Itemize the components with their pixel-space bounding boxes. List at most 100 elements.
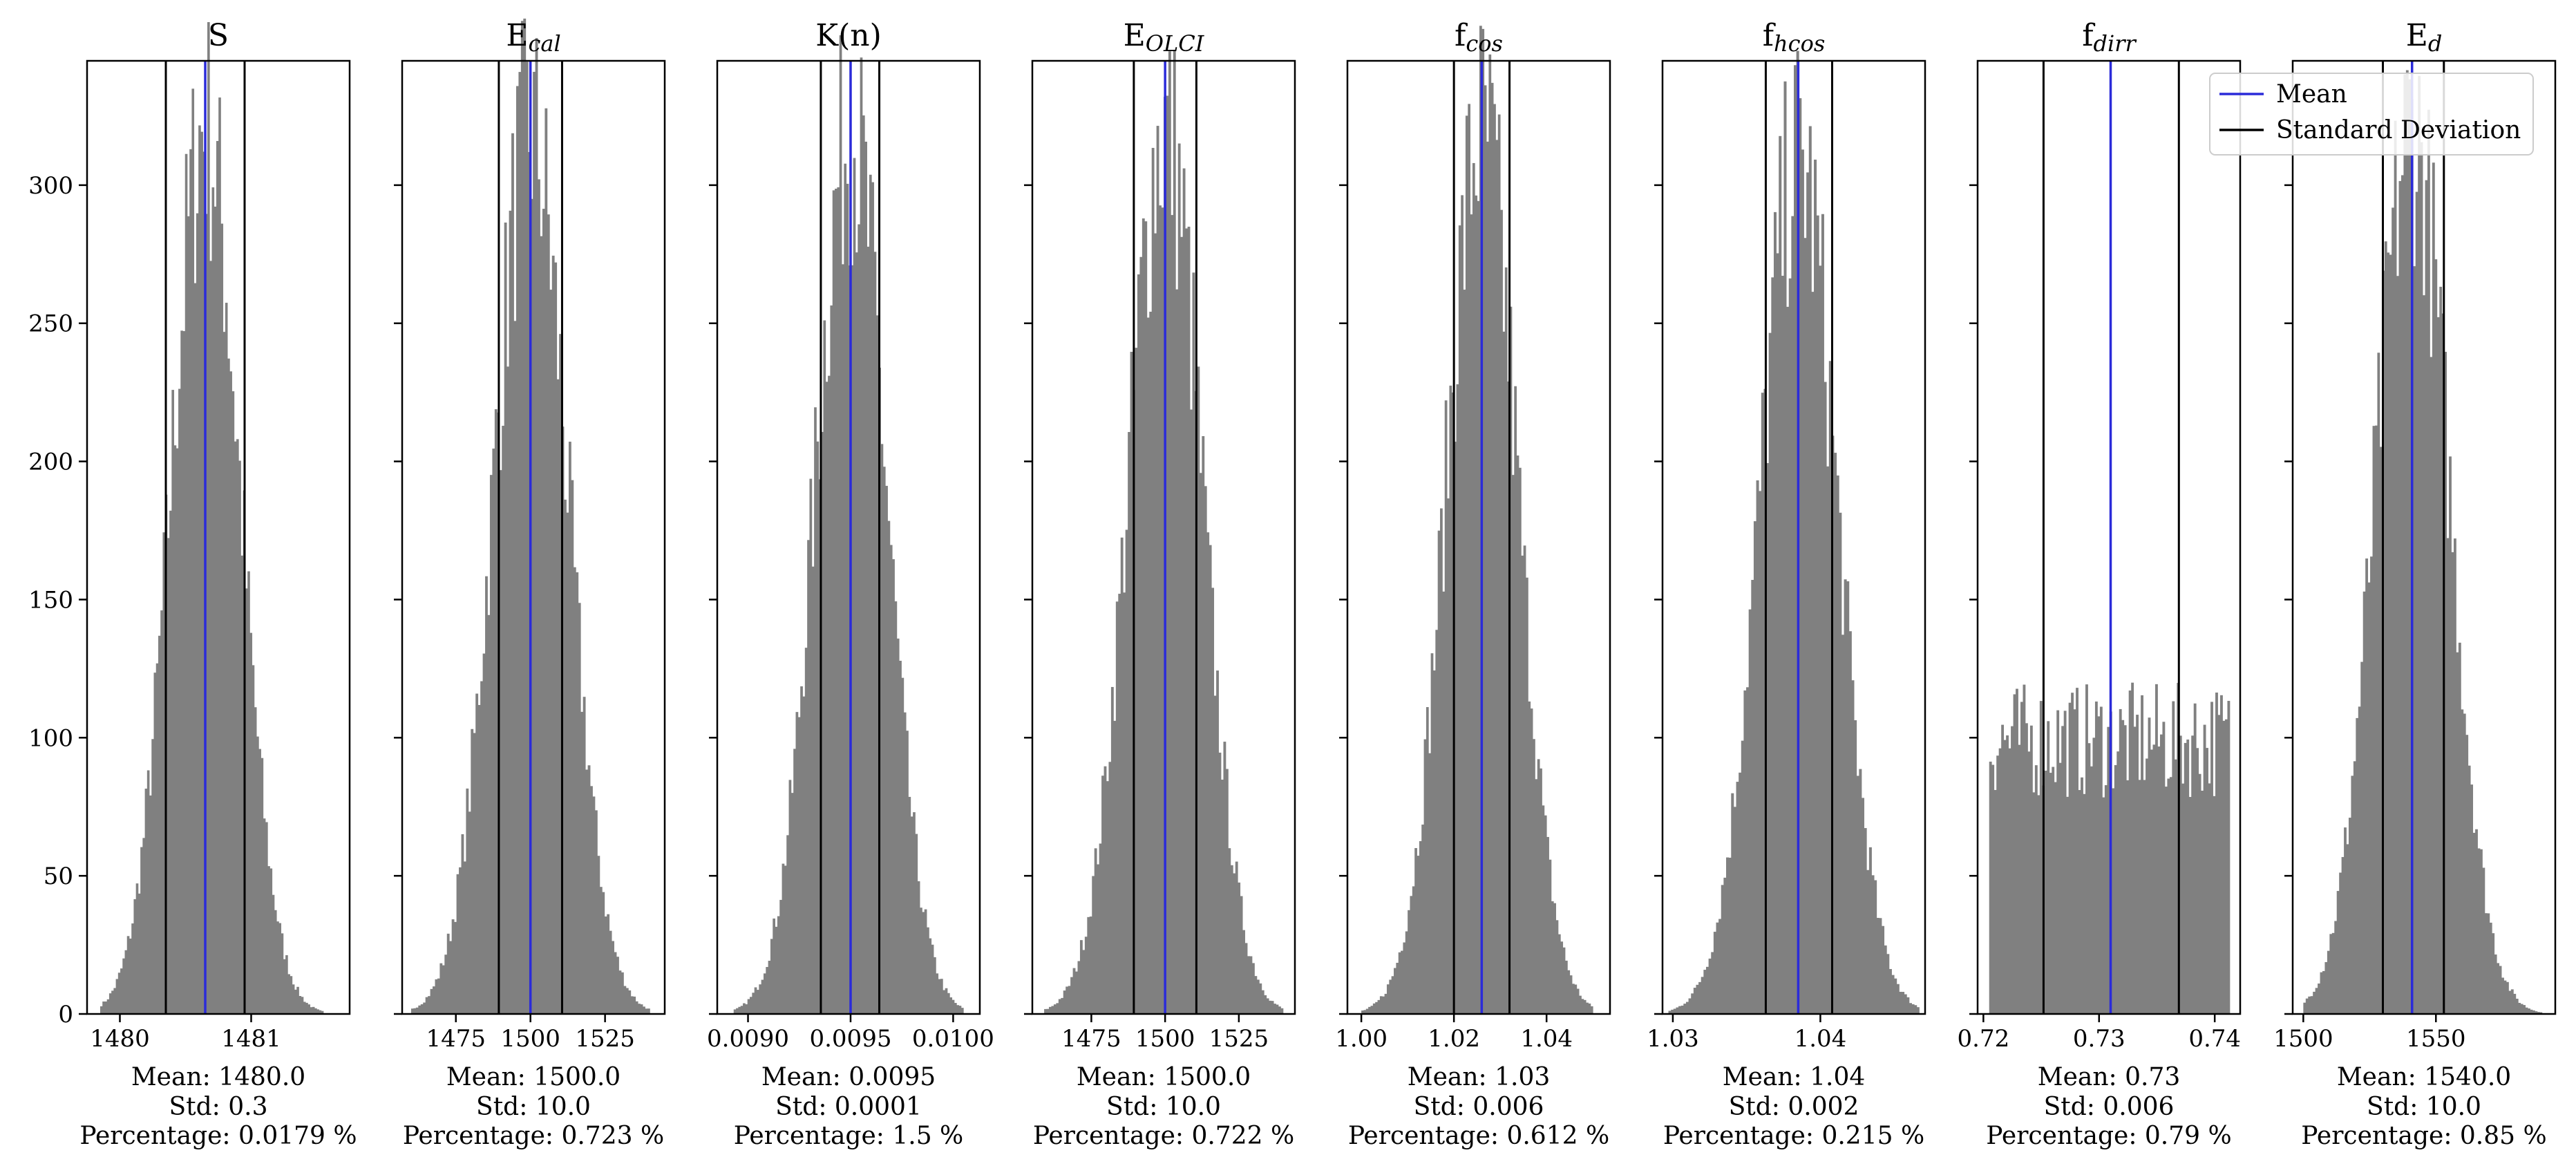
histogram-bar	[2394, 120, 2397, 1014]
histogram-bar	[1398, 952, 1401, 1014]
y-tick-label: 150	[28, 586, 73, 614]
histogram-bar	[602, 892, 605, 1014]
histogram-bar	[155, 663, 159, 1014]
histogram-bar	[1403, 942, 1406, 1014]
stat-std: Std: 10.0	[2367, 1093, 2481, 1121]
histogram-bar	[290, 976, 293, 1014]
histogram-bar	[542, 209, 545, 1015]
histogram-bar	[1846, 581, 1850, 1014]
stat-std: Std: 0.002	[1729, 1093, 1859, 1121]
histogram-bar	[1866, 870, 1870, 1014]
histogram-bar	[2365, 558, 2369, 1014]
histogram-bar	[191, 88, 195, 1014]
histogram-bar	[520, 21, 524, 1015]
histogram-bar	[1673, 1008, 1676, 1014]
histogram-bar	[2085, 684, 2088, 1014]
histogram-bar	[1238, 882, 1241, 1014]
histogram-bar	[587, 765, 591, 1014]
histogram-bar	[917, 881, 920, 1014]
histogram-bar	[1465, 115, 1468, 1015]
histogram-bar	[2029, 725, 2033, 1014]
histogram-bar	[1676, 1007, 1679, 1014]
stat-mean: Mean: 1500.0	[1077, 1063, 1251, 1091]
histogram-bar	[2362, 591, 2366, 1014]
histogram-bar	[1461, 195, 1464, 1014]
histogram-bar	[842, 264, 844, 1014]
histogram-bar	[446, 933, 450, 1014]
histogram-bar	[1458, 225, 1461, 1015]
histogram-bar	[1463, 290, 1466, 1014]
stat-std: Std: 10.0	[476, 1093, 591, 1121]
histogram-bar	[1768, 332, 1772, 1015]
histogram-bar	[1537, 759, 1540, 1014]
histogram-bar	[733, 1009, 737, 1014]
histogram-bar	[2025, 723, 2028, 1014]
histogram-bar	[513, 321, 517, 1014]
histogram-bar	[1280, 1008, 1284, 1014]
histogram-bar	[2506, 981, 2509, 1014]
histogram-bar	[1731, 793, 1734, 1014]
y-tick-label: 100	[28, 724, 73, 752]
stat-std: Std: 10.0	[1106, 1093, 1221, 1121]
histogram-bar	[2159, 734, 2163, 1014]
histogram-bar	[1786, 306, 1790, 1014]
histogram-bar	[2339, 872, 2342, 1014]
histogram-bar	[2305, 998, 2309, 1014]
histogram-bar	[954, 1003, 957, 1014]
histogram-bar	[943, 990, 946, 1014]
histogram-bar	[2184, 742, 2187, 1014]
histogram-bar	[1092, 876, 1095, 1014]
histogram-bar	[2360, 661, 2364, 1014]
histogram-bar	[428, 996, 430, 1014]
histogram-bar	[126, 936, 130, 1014]
histogram-bar	[2513, 993, 2517, 1014]
histogram-bar	[285, 955, 288, 1014]
histogram-bar	[1516, 455, 1519, 1014]
histogram-bar	[1137, 274, 1140, 1015]
histogram-bar	[784, 865, 787, 1014]
histogram-bar	[2052, 767, 2055, 1014]
histogram-bar	[2141, 695, 2143, 1014]
histogram-bar	[1244, 943, 1248, 1014]
histogram-bar	[1574, 984, 1578, 1014]
histogram-bar	[1113, 720, 1117, 1014]
y-tick-label: 50	[44, 863, 73, 890]
x-tick-label: 1481	[221, 1025, 281, 1053]
histogram-bar	[1495, 140, 1499, 1014]
histogram-bar	[2143, 780, 2146, 1014]
stat-std: Std: 0.3	[169, 1093, 268, 1121]
histogram-bar	[1125, 529, 1128, 1014]
histogram-bar	[1783, 81, 1787, 1015]
histogram-bar	[1708, 958, 1712, 1014]
histogram-bar	[594, 810, 598, 1014]
histogram-bar	[227, 358, 230, 1014]
histogram-bar	[2006, 735, 2009, 1014]
histogram-bar	[1202, 436, 1205, 1014]
stat-percentage: Percentage: 0.0179 %	[79, 1122, 357, 1150]
histogram-bar	[2152, 744, 2156, 1014]
histogram-bar	[477, 704, 481, 1014]
histogram-bar	[1733, 807, 1736, 1014]
histogram-bar	[2528, 1008, 2530, 1014]
histogram-bar	[240, 555, 244, 1014]
histogram-bar	[782, 863, 785, 1014]
histogram-bar	[922, 912, 925, 1014]
histogram-bar	[2532, 1010, 2535, 1014]
histogram-bar	[2027, 751, 2031, 1014]
histogram-bar	[2303, 1002, 2307, 1014]
histogram-bar	[135, 883, 139, 1014]
histogram-bar	[759, 984, 762, 1014]
histogram-bar	[1423, 739, 1427, 1014]
histogram-bar	[207, 22, 210, 1014]
histogram-bar	[1484, 85, 1487, 1014]
x-tick-label: 1500	[500, 1025, 560, 1053]
histogram-bar	[1811, 292, 1815, 1014]
histogram-bar	[1844, 579, 1847, 1014]
histogram-bar	[621, 972, 624, 1014]
histogram-bar	[1123, 592, 1126, 1014]
histogram-bar	[1743, 690, 1747, 1014]
histogram-bar	[2329, 934, 2333, 1014]
histogram-bar	[1748, 609, 1752, 1014]
histogram-bar	[1089, 916, 1092, 1014]
